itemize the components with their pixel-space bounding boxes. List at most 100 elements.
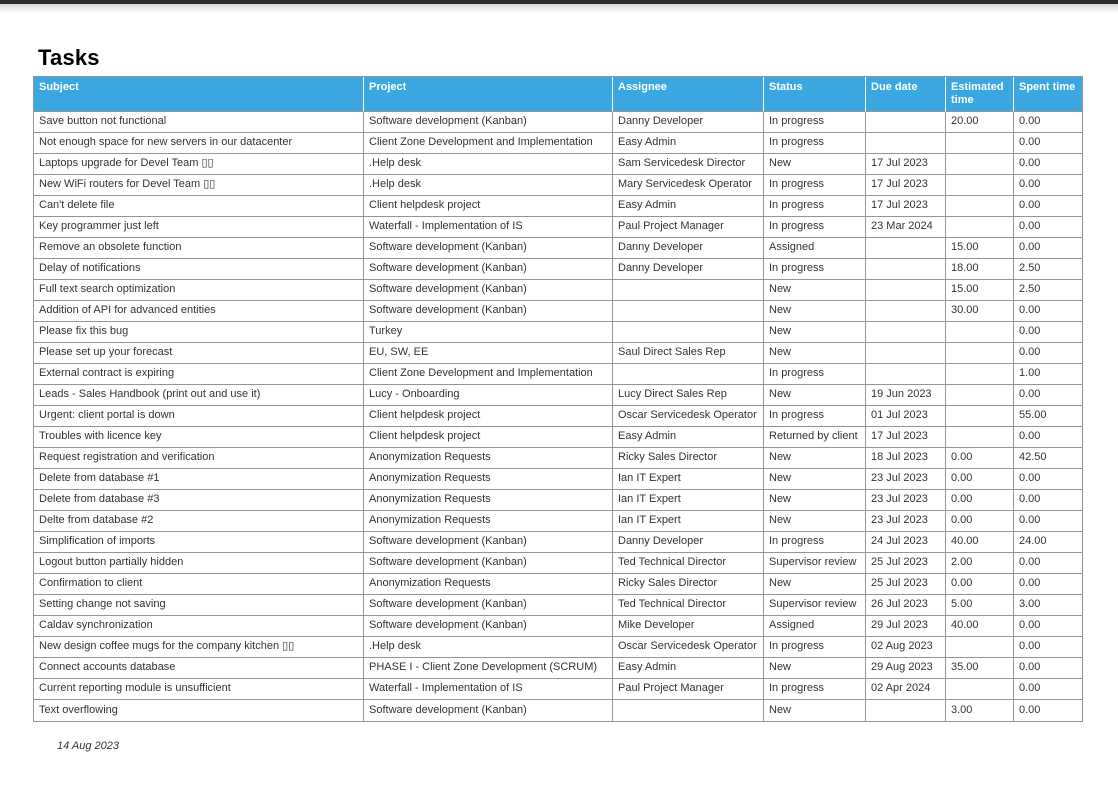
cell-assignee: Mary Servicedesk Operator <box>613 175 764 196</box>
cell-project: Software development (Kanban) <box>364 532 613 553</box>
cell-duedate <box>866 280 946 301</box>
cell-estimated <box>946 196 1014 217</box>
cell-project: EU, SW, EE <box>364 343 613 364</box>
cell-assignee: Ian IT Expert <box>613 490 764 511</box>
cell-status: New <box>764 469 866 490</box>
cell-assignee: Oscar Servicedesk Operator <box>613 406 764 427</box>
cell-subject: Delay of notifications <box>34 259 364 280</box>
cell-assignee: Paul Project Manager <box>613 679 764 700</box>
cell-estimated <box>946 637 1014 658</box>
cell-duedate: 29 Aug 2023 <box>866 658 946 679</box>
cell-estimated: 30.00 <box>946 301 1014 322</box>
cell-status: New <box>764 154 866 175</box>
cell-assignee: Ian IT Expert <box>613 469 764 490</box>
cell-duedate <box>866 700 946 721</box>
cell-estimated: 0.00 <box>946 490 1014 511</box>
cell-assignee: Danny Developer <box>613 112 764 133</box>
cell-duedate: 23 Jul 2023 <box>866 469 946 490</box>
table-row: Request registration and verification Ano… <box>34 448 1082 469</box>
table-row: Caldav synchronization Software developme… <box>34 616 1082 637</box>
cell-spent: 2.50 <box>1014 259 1082 280</box>
cell-duedate: 17 Jul 2023 <box>866 154 946 175</box>
cell-duedate: 01 Jul 2023 <box>866 406 946 427</box>
cell-duedate <box>866 112 946 133</box>
column-header-estimated: Estimated time <box>946 77 1014 112</box>
cell-assignee: Ricky Sales Director <box>613 448 764 469</box>
cell-spent: 0.00 <box>1014 301 1082 322</box>
cell-status: In progress <box>764 406 866 427</box>
cell-duedate <box>866 343 946 364</box>
cell-estimated: 40.00 <box>946 616 1014 637</box>
cell-project: Software development (Kanban) <box>364 238 613 259</box>
cell-spent: 0.00 <box>1014 511 1082 532</box>
cell-status: In progress <box>764 196 866 217</box>
cell-spent: 1.00 <box>1014 364 1082 385</box>
cell-estimated <box>946 679 1014 700</box>
cell-duedate <box>866 322 946 343</box>
cell-status: New <box>764 490 866 511</box>
cell-spent: 0.00 <box>1014 700 1082 721</box>
cell-assignee: Mike Developer <box>613 616 764 637</box>
tasks-table: Subject Project Assignee Status Due date Esti… <box>33 76 1083 722</box>
cell-duedate: 23 Mar 2024 <box>866 217 946 238</box>
cell-project: Software development (Kanban) <box>364 301 613 322</box>
cell-subject: Remove an obsolete function <box>34 238 364 259</box>
cell-project: Waterfall - Implementation of IS <box>364 679 613 700</box>
cell-project: Client Zone Development and Implementati… <box>364 133 613 154</box>
cell-estimated <box>946 133 1014 154</box>
cell-status: In progress <box>764 217 866 238</box>
cell-project: Software development (Kanban) <box>364 595 613 616</box>
cell-spent: 55.00 <box>1014 406 1082 427</box>
cell-estimated: 5.00 <box>946 595 1014 616</box>
cell-estimated: 40.00 <box>946 532 1014 553</box>
cell-assignee: Easy Admin <box>613 133 764 154</box>
cell-spent: 0.00 <box>1014 343 1082 364</box>
cell-status: In progress <box>764 133 866 154</box>
cell-assignee: Danny Developer <box>613 259 764 280</box>
table-row: Troubles with licence key Client helpdesk… <box>34 427 1082 448</box>
table-row: Laptops upgrade for Devel Team ▯▯ .Help d… <box>34 154 1082 175</box>
cell-status: In progress <box>764 259 866 280</box>
cell-subject: Logout button partially hidden <box>34 553 364 574</box>
report-footer-date: 14 Aug 2023 <box>57 740 119 752</box>
cell-subject: Delte from database #2 <box>34 511 364 532</box>
tasks-table-body: Save button not functional Software devel… <box>34 112 1082 721</box>
cell-subject: Caldav synchronization <box>34 616 364 637</box>
cell-duedate: 17 Jul 2023 <box>866 175 946 196</box>
cell-project: PHASE I - Client Zone Development (SCRUM… <box>364 658 613 679</box>
cell-subject: Confirmation to client <box>34 574 364 595</box>
cell-subject: Please set up your forecast <box>34 343 364 364</box>
table-row: Confirmation to client Anonymization Requ… <box>34 574 1082 595</box>
cell-estimated <box>946 322 1014 343</box>
table-row: Remove an obsolete function Software deve… <box>34 238 1082 259</box>
cell-duedate: 23 Jul 2023 <box>866 511 946 532</box>
cell-estimated: 15.00 <box>946 238 1014 259</box>
cell-estimated: 0.00 <box>946 574 1014 595</box>
cell-subject: Addition of API for advanced entities <box>34 301 364 322</box>
cell-spent: 42.50 <box>1014 448 1082 469</box>
cell-spent: 0.00 <box>1014 322 1082 343</box>
cell-estimated: 20.00 <box>946 112 1014 133</box>
cell-subject: New design coffee mugs for the company k… <box>34 637 364 658</box>
cell-status: New <box>764 280 866 301</box>
cell-status: In progress <box>764 532 866 553</box>
cell-assignee: Easy Admin <box>613 658 764 679</box>
cell-spent: 0.00 <box>1014 112 1082 133</box>
cell-project: .Help desk <box>364 154 613 175</box>
cell-duedate: 19 Jun 2023 <box>866 385 946 406</box>
cell-spent: 0.00 <box>1014 490 1082 511</box>
cell-spent: 0.00 <box>1014 154 1082 175</box>
cell-assignee: Danny Developer <box>613 532 764 553</box>
cell-assignee <box>613 322 764 343</box>
column-header-duedate: Due date <box>866 77 946 112</box>
table-row: Addition of API for advanced entities Sof… <box>34 301 1082 322</box>
cell-status: Assigned <box>764 616 866 637</box>
cell-status: New <box>764 574 866 595</box>
cell-duedate: 25 Jul 2023 <box>866 574 946 595</box>
cell-status: Supervisor review <box>764 553 866 574</box>
table-row: Please fix this bug Turkey New 0.00 <box>34 322 1082 343</box>
table-row: New WiFi routers for Devel Team ▯▯ .Help … <box>34 175 1082 196</box>
cell-project: Client helpdesk project <box>364 427 613 448</box>
cell-duedate: 24 Jul 2023 <box>866 532 946 553</box>
cell-project: Turkey <box>364 322 613 343</box>
